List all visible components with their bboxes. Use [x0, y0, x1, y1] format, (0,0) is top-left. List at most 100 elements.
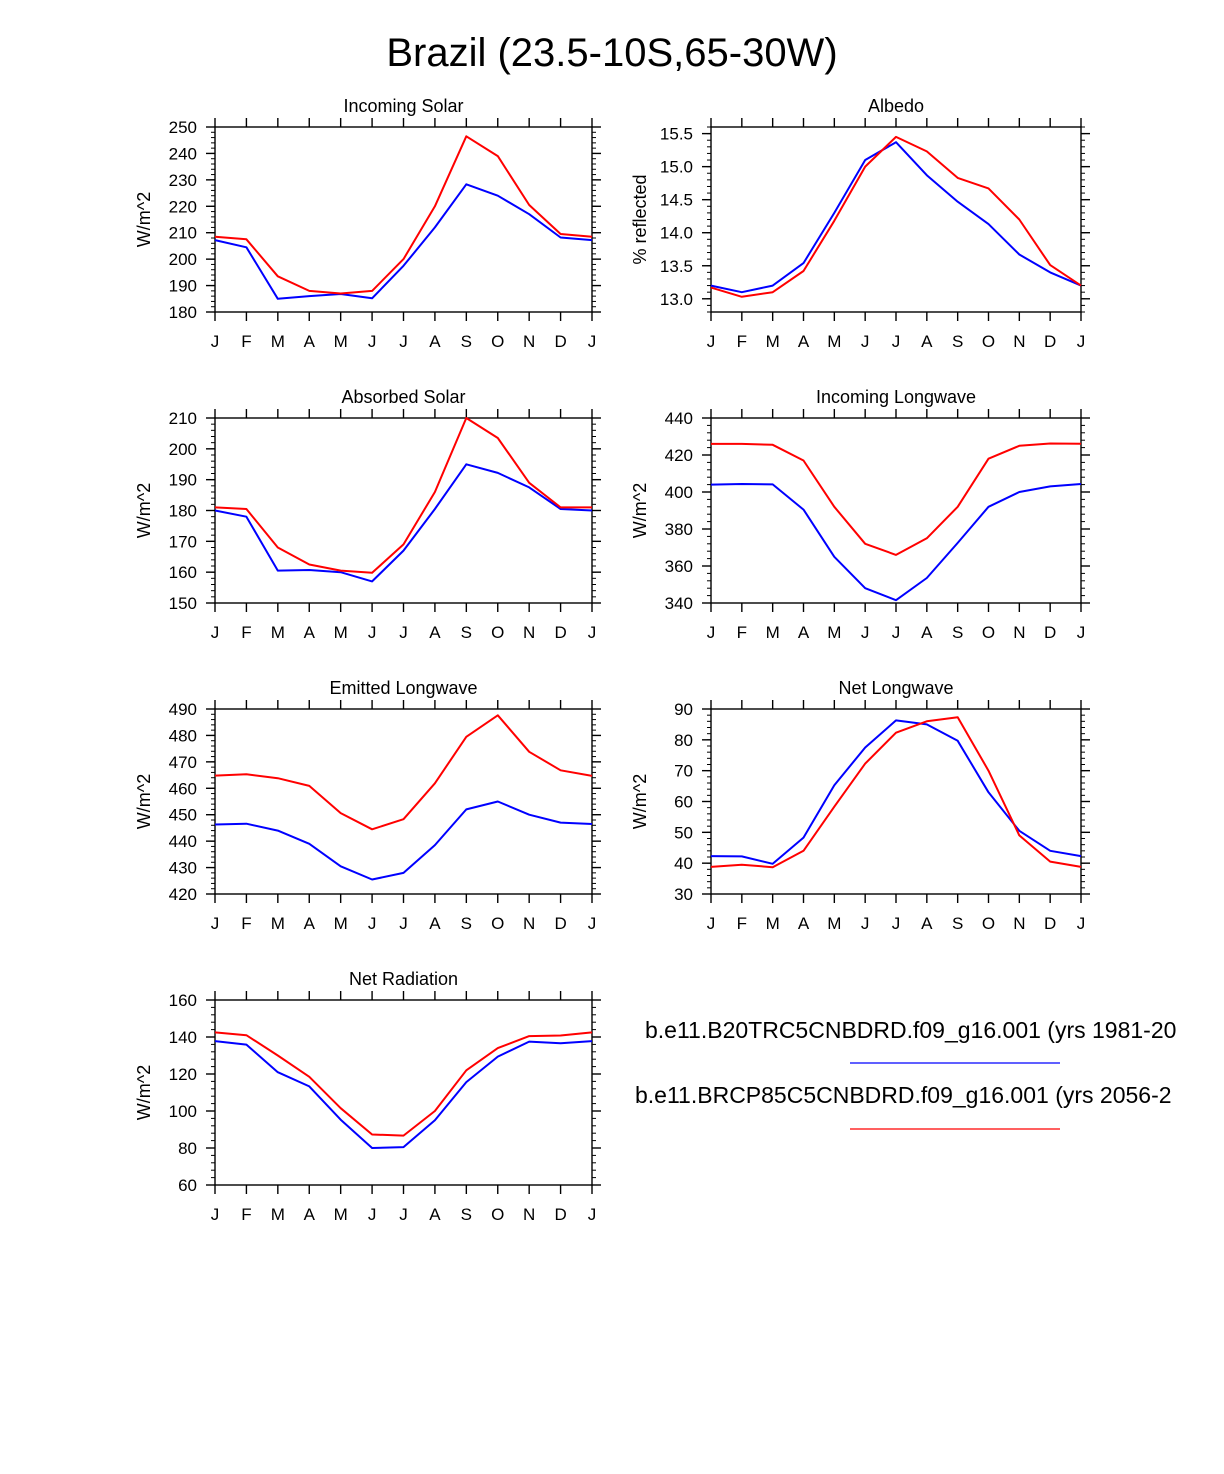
net-longwave-xtick-label: M: [766, 914, 780, 933]
incoming-solar-ytick-label: 190: [169, 277, 197, 296]
albedo-xtick-label: F: [737, 332, 747, 351]
net-longwave-xtick-label: A: [921, 914, 933, 933]
incoming-longwave-ytick-label: 340: [665, 594, 693, 613]
net-longwave-xtick-label: N: [1013, 914, 1025, 933]
incoming-longwave-xtick-label: J: [892, 623, 901, 642]
net-radiation-xtick-label: F: [241, 1205, 251, 1224]
emitted-longwave-xtick-label: A: [304, 914, 316, 933]
absorbed-solar-xtick-label: M: [334, 623, 348, 642]
incoming-solar-xtick-label: M: [271, 332, 285, 351]
emitted-longwave-xtick-label: F: [241, 914, 251, 933]
incoming-solar-xtick-label: N: [523, 332, 535, 351]
albedo-xtick-label: J: [707, 332, 716, 351]
albedo-xtick-label: J: [861, 332, 870, 351]
absorbed-solar-ytick-label: 170: [169, 532, 197, 551]
albedo-ytick-label: 13.0: [660, 290, 693, 309]
incoming-solar-xtick-label: J: [399, 332, 408, 351]
absorbed-solar-ytick-label: 180: [169, 502, 197, 521]
incoming-longwave-xtick-label: J: [861, 623, 870, 642]
incoming-solar-xtick-label: F: [241, 332, 251, 351]
albedo-series-2-line: [710, 135, 1082, 298]
incoming-longwave-xtick-label: M: [827, 623, 841, 642]
albedo-series-1-line: [710, 141, 1082, 294]
absorbed-solar-xtick-label: N: [523, 623, 535, 642]
incoming-solar-ytick-label: 180: [169, 303, 197, 322]
absorbed-solar-ytick-label: 160: [169, 563, 197, 582]
net-longwave-title: Net Longwave: [838, 678, 953, 698]
albedo-ytick-label: 15.5: [660, 125, 693, 144]
incoming-longwave-xtick-label: A: [921, 623, 933, 642]
page-title: Brazil (23.5-10S,65-30W): [386, 31, 837, 75]
incoming-solar-ytick-label: 220: [169, 197, 197, 216]
net-longwave-series-1-line: [710, 719, 1082, 865]
net-radiation-series-2-line: [214, 1031, 593, 1137]
incoming-longwave-series-2-line: [711, 442, 1082, 556]
incoming-solar-xtick-label: J: [211, 332, 220, 351]
net-radiation-ytick-label: 160: [169, 991, 197, 1010]
absorbed-solar-frame: [214, 417, 593, 604]
emitted-longwave-xtick-label: S: [461, 914, 472, 933]
incoming-longwave-xtick-label: J: [707, 623, 716, 642]
incoming-solar-xtick-label: M: [334, 332, 348, 351]
incoming-solar-ytick-label: 200: [169, 250, 197, 269]
net-radiation-ylabel: W/m^2: [134, 1065, 154, 1120]
incoming-solar-ytick-label: 230: [169, 171, 197, 190]
albedo-title: Albedo: [868, 96, 924, 116]
albedo-xtick-label: J: [892, 332, 901, 351]
incoming-solar-series-1-line: [214, 183, 593, 300]
incoming-longwave-xtick-label: M: [766, 623, 780, 642]
emitted-longwave-title: Emitted Longwave: [329, 678, 477, 698]
net-longwave-ytick-label: 90: [674, 700, 693, 719]
emitted-longwave-series-2-line: [214, 714, 593, 831]
net-radiation-xtick-label: J: [399, 1205, 408, 1224]
absorbed-solar-title: Absorbed Solar: [341, 387, 465, 407]
legend-label-2: b.e11.BRCP85C5CNBDRD.f09_g16.001 (yrs 20…: [635, 1082, 1172, 1108]
absorbed-solar-xtick-label: O: [491, 623, 504, 642]
albedo-xtick-label: N: [1013, 332, 1025, 351]
incoming-longwave-ytick-label: 440: [665, 409, 693, 428]
emitted-longwave-ytick-label: 470: [169, 753, 197, 772]
net-radiation-xtick-label: O: [491, 1205, 504, 1224]
net-longwave-xtick-label: M: [827, 914, 841, 933]
net-longwave-ytick-label: 30: [674, 885, 693, 904]
albedo-xtick-label: D: [1044, 332, 1056, 351]
absorbed-solar-xtick-label: J: [399, 623, 408, 642]
albedo-frame: [710, 126, 1082, 313]
incoming-solar-xtick-label: O: [491, 332, 504, 351]
net-radiation-title: Net Radiation: [349, 969, 458, 989]
albedo-xtick-label: A: [798, 332, 810, 351]
net-radiation-ytick-label: 60: [178, 1176, 197, 1195]
net-radiation-ytick-label: 80: [178, 1139, 197, 1158]
incoming-longwave-series-1-line: [710, 483, 1082, 602]
incoming-solar-series-2-line: [214, 135, 593, 295]
net-longwave-ylabel: W/m^2: [630, 774, 650, 829]
absorbed-solar-xtick-label: S: [461, 623, 472, 642]
incoming-longwave-xtick-label: O: [982, 623, 995, 642]
absorbed-solar-xtick-label: J: [588, 623, 597, 642]
net-radiation-xtick-label: M: [334, 1205, 348, 1224]
net-radiation-frame: [214, 999, 593, 1186]
emitted-longwave-ytick-label: 460: [169, 779, 197, 798]
absorbed-solar-ytick-label: 150: [169, 594, 197, 613]
incoming-longwave-ytick-label: 420: [665, 446, 693, 465]
legend-label-1: b.e11.B20TRC5CNBDRD.f09_g16.001 (yrs 198…: [645, 1017, 1176, 1043]
emitted-longwave-xtick-label: M: [271, 914, 285, 933]
absorbed-solar-ytick-label: 190: [169, 471, 197, 490]
net-radiation-ytick-label: 100: [169, 1102, 197, 1121]
net-longwave-xtick-label: S: [952, 914, 963, 933]
emitted-longwave-ylabel: W/m^2: [134, 774, 154, 829]
albedo-xtick-label: M: [766, 332, 780, 351]
absorbed-solar-xtick-label: M: [271, 623, 285, 642]
incoming-longwave-ylabel: W/m^2: [630, 483, 650, 538]
net-longwave-ytick-label: 50: [674, 823, 693, 842]
albedo-xtick-label: A: [921, 332, 933, 351]
albedo-xtick-label: M: [827, 332, 841, 351]
net-longwave-ytick-label: 80: [674, 731, 693, 750]
absorbed-solar-xtick-label: A: [304, 623, 316, 642]
net-radiation-xtick-label: A: [304, 1205, 316, 1224]
incoming-longwave-title: Incoming Longwave: [816, 387, 976, 407]
